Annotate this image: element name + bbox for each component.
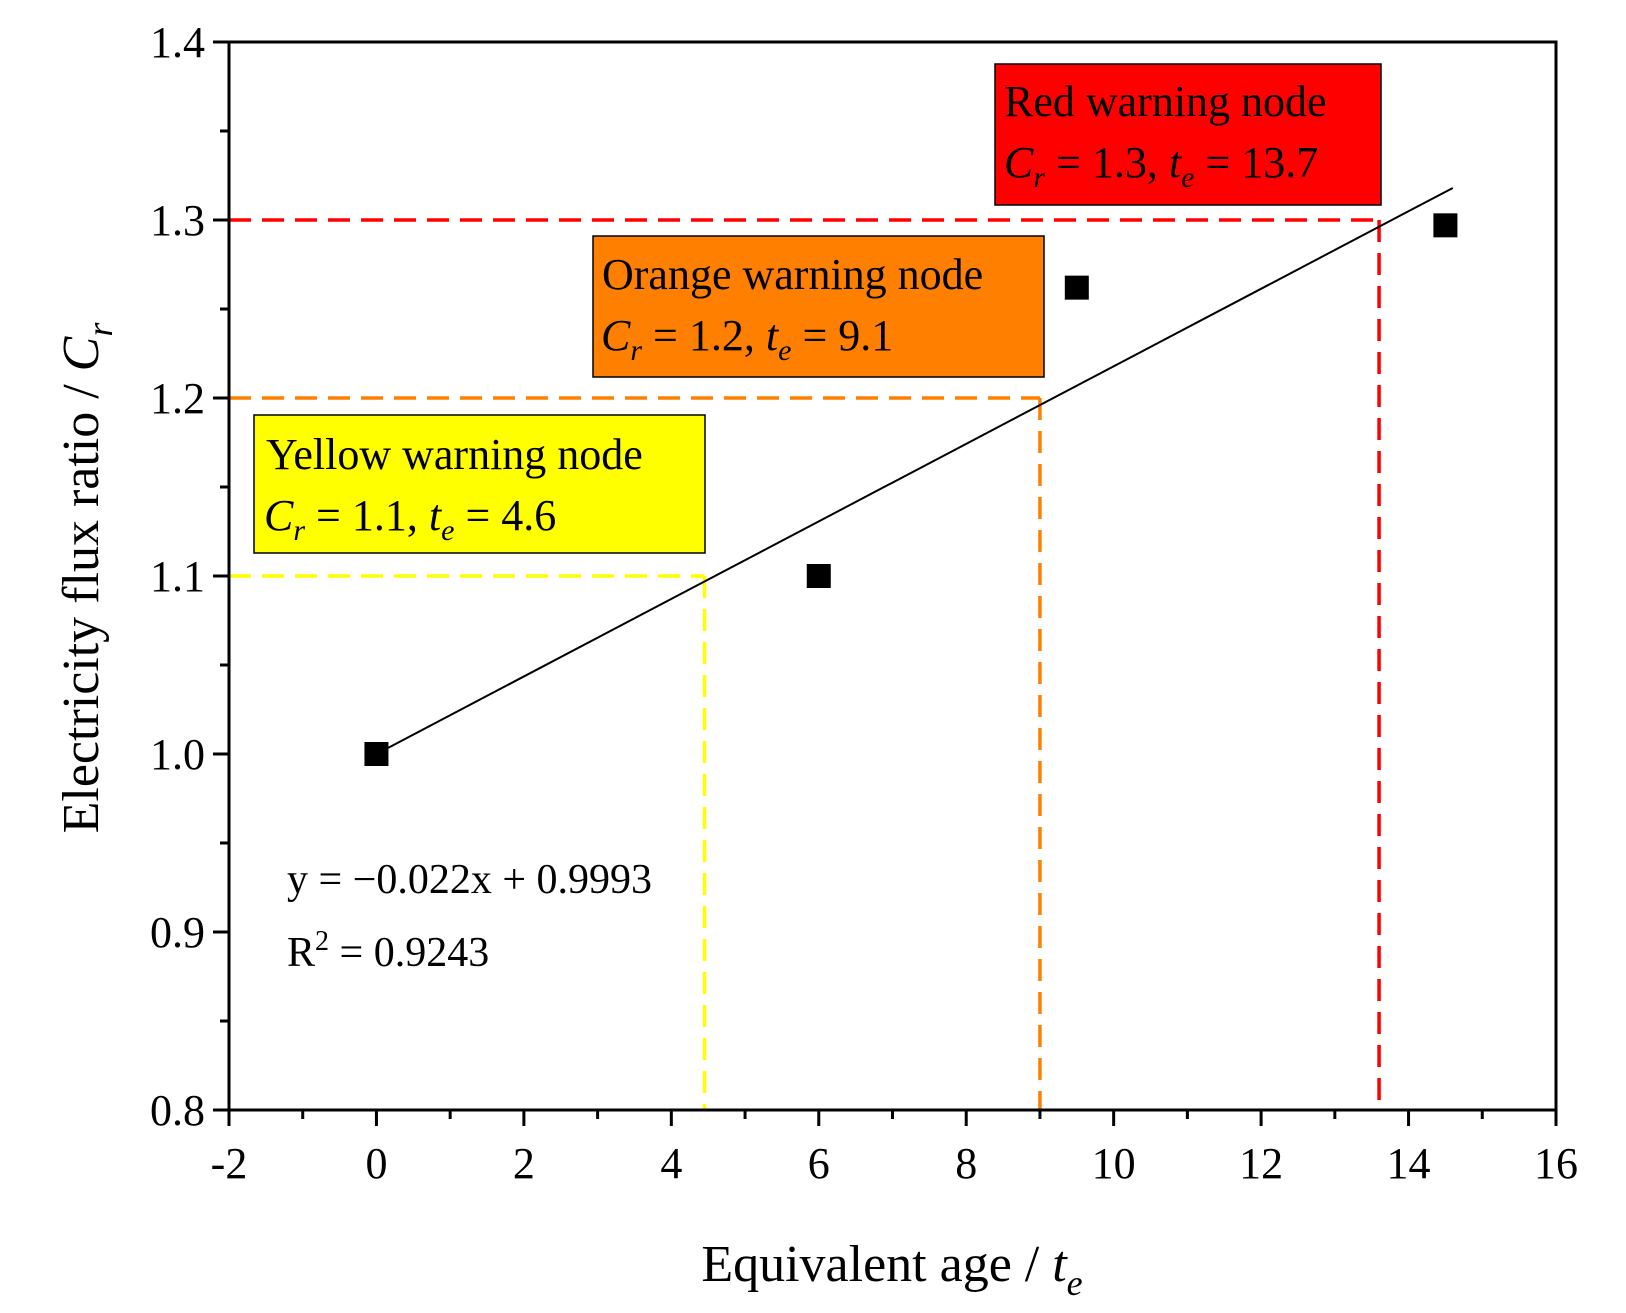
fit-line-layer [375, 187, 1454, 755]
red-warning-box [994, 63, 1382, 206]
y-tick-label: 1.2 [150, 374, 205, 423]
x-tick-label: 16 [1534, 1139, 1578, 1188]
red-warning-node-box: Red warning node Cr = 1.3, te = 13.7 [994, 63, 1382, 206]
orange-warning-node-box: Orange warning node Cr = 1.2, te = 9.1 [592, 235, 1045, 378]
y-tick-label: 1.1 [150, 552, 205, 601]
yellow-warning-values: Cr = 1.1, te = 4.6 [264, 491, 556, 547]
x-tick-label: 8 [955, 1139, 977, 1188]
data-point [1433, 213, 1458, 238]
fit-line [375, 187, 1454, 755]
y-tick-label: 1.0 [150, 730, 205, 779]
axis-tick-labels: -2 0 2 4 6 8 10 12 14 16 0.8 0.9 1.0 1.1 1.2 1.3 1.4 [150, 18, 1578, 1188]
orange-warning-box [592, 235, 1045, 378]
x-axis-title: Equivalent age / te [701, 1236, 1082, 1303]
data-point [806, 564, 831, 588]
yellow-warning-box [253, 414, 706, 554]
x-tick-label: 14 [1387, 1139, 1431, 1188]
axis-ticks [213, 40, 1558, 1126]
x-tick-label: 6 [808, 1139, 830, 1188]
x-tick-label: 10 [1092, 1139, 1136, 1188]
y-tick-label: 0.9 [150, 908, 205, 957]
y-tick-label: 1.4 [150, 18, 205, 67]
data-points-layer [364, 213, 1458, 766]
data-point [364, 742, 389, 766]
warning-reference-lines [229, 218, 1381, 1110]
orange-warning-values: Cr = 1.2, te = 9.1 [601, 311, 893, 367]
y-tick-label: 1.3 [150, 196, 205, 245]
orange-warning-title: Orange warning node [602, 250, 983, 299]
fit-equation: y = −0.022x + 0.9993 [287, 857, 652, 903]
x-tick-label: 2 [513, 1139, 535, 1188]
yellow-warning-node-box: Yellow warning node Cr = 1.1, te = 4.6 [253, 414, 706, 554]
y-tick-label: 0.8 [150, 1086, 205, 1135]
red-warning-title: Red warning node [1004, 77, 1327, 126]
x-tick-label: 0 [365, 1139, 387, 1188]
yellow-warning-title: Yellow warning node [266, 430, 643, 479]
x-tick-label: -2 [211, 1139, 248, 1188]
x-tick-label: 4 [660, 1139, 682, 1188]
x-tick-label: 12 [1239, 1139, 1283, 1188]
fit-r-squared: R2 = 0.9243 [287, 926, 489, 976]
data-point [1064, 275, 1089, 300]
red-warning-values: Cr = 1.3, te = 13.7 [1004, 138, 1318, 194]
y-axis-title: Electricity flux ratio / Cr [53, 322, 120, 834]
